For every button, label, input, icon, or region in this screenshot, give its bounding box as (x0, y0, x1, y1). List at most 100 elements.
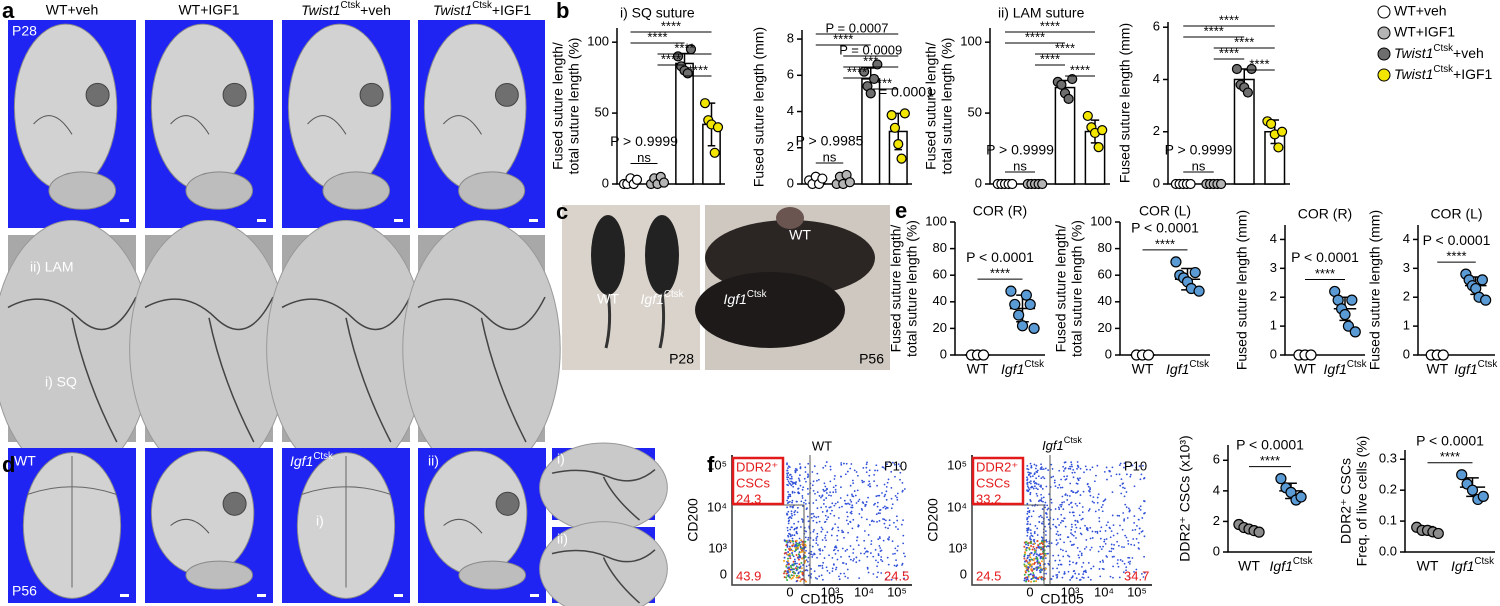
y-tick-label: 10⁴ (707, 499, 727, 514)
flow-event (1033, 485, 1036, 488)
flow-event (849, 520, 851, 523)
data-point (1276, 126, 1288, 137)
y-tick-label: 50 (595, 105, 609, 120)
flow-event (1098, 568, 1101, 570)
flow-event (1143, 512, 1145, 515)
flow-event (874, 502, 876, 505)
flow-event (787, 491, 789, 493)
flow-event (1032, 580, 1035, 583)
flow-event (1055, 574, 1058, 576)
genotype-label: WT (14, 453, 36, 469)
flow-event (864, 547, 866, 550)
flow-event (1121, 546, 1123, 548)
column-header: WT+IGF1 (178, 2, 239, 18)
panel-letter: c (556, 199, 568, 224)
flow-event (797, 487, 800, 490)
flow-event (883, 522, 886, 525)
flow-event (1029, 498, 1032, 501)
flow-event (810, 516, 813, 519)
significance-label: **** (1204, 23, 1224, 38)
flow-event (799, 484, 802, 487)
flow-event (787, 557, 790, 560)
flow-event (797, 491, 800, 494)
flow-event (888, 536, 891, 539)
flow-event (1030, 466, 1033, 469)
flow-event (1025, 546, 1028, 549)
flow-event (816, 532, 819, 535)
flow-event (1059, 486, 1062, 489)
flow-event (1059, 563, 1062, 566)
flow-event (1081, 511, 1084, 514)
flow-event (1069, 465, 1071, 468)
flow-event (843, 536, 845, 539)
data-point (1477, 490, 1489, 502)
suture (7, 296, 137, 443)
data-point (1082, 110, 1093, 122)
flow-event (1045, 485, 1048, 488)
flow-event (1111, 514, 1114, 517)
flow-event (789, 516, 792, 518)
significance-label: **** (1315, 266, 1335, 281)
flow-event (1122, 512, 1125, 514)
flow-event (785, 576, 788, 579)
flow-event (1138, 465, 1141, 468)
flow-event (804, 559, 807, 562)
flow-event (1023, 573, 1026, 576)
flow-event (790, 477, 793, 480)
flow-event (894, 494, 897, 497)
flow-event (816, 472, 819, 475)
data-point (1253, 526, 1265, 538)
flow-event (787, 563, 790, 566)
flow-event (825, 566, 828, 569)
flow-event (896, 549, 899, 552)
flow-event (1057, 554, 1060, 557)
flow-event (791, 563, 794, 566)
flow-event (1085, 546, 1088, 548)
flow-event (852, 482, 855, 485)
flow-event (1141, 530, 1144, 532)
flow-event (1031, 548, 1034, 551)
flow-event (1047, 562, 1050, 565)
flow-event (1046, 504, 1049, 507)
flow-event (1111, 491, 1114, 494)
flow-event (1039, 562, 1042, 565)
flow-event (1025, 543, 1028, 546)
flow-event (1050, 501, 1053, 504)
mouse (591, 215, 625, 295)
flow-event (1116, 559, 1119, 561)
flow-event (815, 499, 818, 502)
flow-event (852, 559, 855, 562)
flow-event (1045, 572, 1047, 575)
flow-event (816, 577, 819, 580)
flow-event (840, 462, 843, 464)
flow-event (901, 564, 903, 566)
flow-event (806, 515, 809, 518)
data-point (1295, 491, 1307, 503)
flow-event (1059, 521, 1062, 524)
flow-event (1138, 507, 1141, 510)
flow-event (1044, 552, 1047, 555)
flow-event (866, 555, 869, 558)
flow-event (849, 484, 852, 487)
flow-event (790, 510, 793, 513)
flow-event (818, 495, 821, 497)
flow-event (1116, 532, 1119, 535)
flow-event (1028, 481, 1031, 484)
flow-event (1140, 473, 1143, 476)
flow-event (1058, 524, 1060, 526)
flow-event (1074, 530, 1077, 533)
flow-event (1112, 547, 1115, 550)
flow-event (846, 470, 849, 473)
flow-event (1125, 506, 1128, 509)
flow-event (794, 471, 797, 474)
flow-event (1044, 467, 1047, 470)
flow-event (826, 488, 828, 491)
flow-event (801, 488, 804, 491)
flow-event (880, 549, 883, 552)
flow-event (1026, 464, 1029, 467)
significance-label: **** (1055, 40, 1075, 55)
skull (287, 23, 392, 192)
flow-event (878, 544, 881, 547)
flow-event (1127, 543, 1130, 545)
flow-event (817, 564, 820, 567)
